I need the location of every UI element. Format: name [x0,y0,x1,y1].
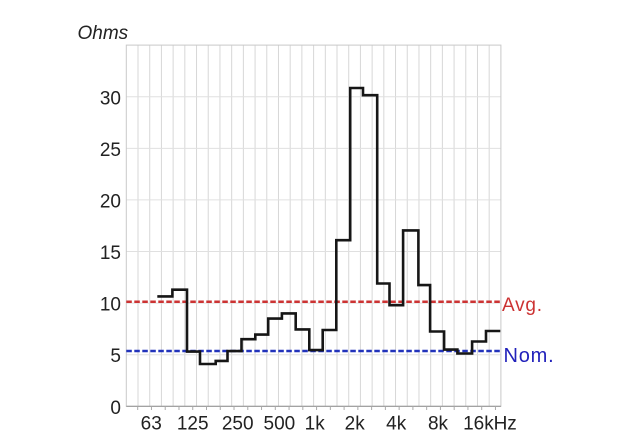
svg-text:8k: 8k [428,414,449,435]
svg-text:500: 500 [264,414,296,435]
svg-text:25: 25 [100,140,121,161]
svg-text:63: 63 [141,414,162,435]
svg-text:125: 125 [177,414,209,435]
svg-text:Ohms: Ohms [78,23,129,44]
svg-text:Hz: Hz [494,414,517,435]
svg-text:15: 15 [100,243,121,264]
svg-text:30: 30 [100,88,121,109]
svg-text:1k: 1k [305,414,326,435]
svg-text:0: 0 [110,398,121,419]
svg-text:4k: 4k [386,414,407,435]
svg-text:5: 5 [110,346,121,367]
svg-text:16k: 16k [463,414,494,435]
svg-text:10: 10 [100,295,121,316]
svg-text:Avg.: Avg. [502,295,543,316]
svg-text:2k: 2k [345,414,366,435]
svg-text:Nom.: Nom. [504,345,555,367]
svg-text:20: 20 [100,191,121,212]
svg-text:250: 250 [222,414,254,435]
